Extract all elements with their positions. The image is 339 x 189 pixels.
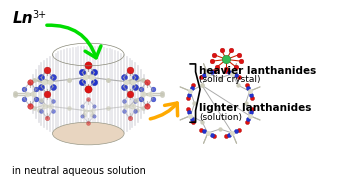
Text: (solid crystal): (solid crystal) bbox=[199, 75, 261, 84]
Text: heavier lanthanides: heavier lanthanides bbox=[199, 66, 317, 76]
Ellipse shape bbox=[53, 122, 124, 145]
Text: lighter lanthanides: lighter lanthanides bbox=[199, 103, 312, 113]
Text: in neutral aqueous solution: in neutral aqueous solution bbox=[12, 166, 146, 176]
FancyArrowPatch shape bbox=[47, 25, 101, 58]
Text: (solution): (solution) bbox=[199, 113, 242, 122]
FancyArrowPatch shape bbox=[150, 103, 178, 119]
Text: Ln: Ln bbox=[13, 11, 34, 26]
Text: 3+: 3+ bbox=[32, 10, 46, 20]
